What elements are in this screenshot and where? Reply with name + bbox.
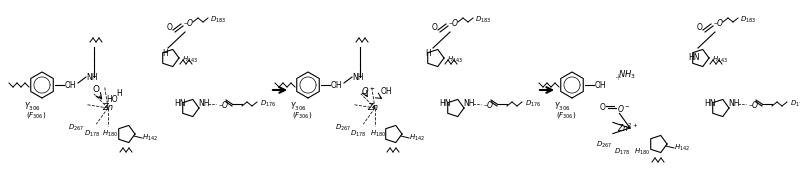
Text: H: H bbox=[162, 49, 168, 58]
Text: OH: OH bbox=[595, 81, 606, 89]
Text: O: O bbox=[697, 23, 703, 32]
Text: $H_{143}$: $H_{143}$ bbox=[182, 55, 198, 65]
Text: $(F_{306})$: $(F_{306})$ bbox=[556, 110, 577, 120]
Text: $Zn^{2+}$: $Zn^{2+}$ bbox=[618, 122, 638, 134]
Text: $D_{183}$: $D_{183}$ bbox=[475, 15, 491, 25]
Text: $Y_{306}$: $Y_{306}$ bbox=[554, 101, 570, 113]
Text: $H_{180}$: $H_{180}$ bbox=[102, 129, 118, 139]
Text: $D_{178}$: $D_{178}$ bbox=[614, 147, 630, 157]
Text: $H_{180}$: $H_{180}$ bbox=[634, 147, 650, 157]
Text: $–O$: $–O$ bbox=[448, 16, 459, 28]
Text: O: O bbox=[600, 103, 606, 113]
Text: NH: NH bbox=[86, 73, 98, 82]
Text: $NH_3$: $NH_3$ bbox=[618, 69, 636, 81]
Text: $D_{183}$: $D_{183}$ bbox=[210, 15, 226, 25]
Text: $H_{180}$: $H_{180}$ bbox=[370, 129, 386, 139]
Text: HN: HN bbox=[704, 100, 715, 109]
Text: $D_{178}$: $D_{178}$ bbox=[350, 129, 366, 139]
Text: HN: HN bbox=[688, 54, 699, 62]
Text: $(F_{306})$: $(F_{306})$ bbox=[26, 110, 46, 120]
Text: O: O bbox=[167, 23, 173, 32]
Text: $O^-$: $O^-$ bbox=[361, 84, 376, 95]
Text: NH: NH bbox=[728, 100, 739, 109]
Text: $D_{176}$: $D_{176}$ bbox=[525, 99, 542, 109]
Text: $Y_{306}$: $Y_{306}$ bbox=[290, 101, 306, 113]
Text: $H_{142}$: $H_{142}$ bbox=[142, 133, 158, 143]
Text: $O^-$: $O^-$ bbox=[617, 102, 630, 114]
Text: O: O bbox=[432, 23, 438, 32]
Text: $D_{176}$: $D_{176}$ bbox=[790, 99, 800, 109]
Text: HN: HN bbox=[174, 100, 186, 109]
Text: $H_{142}$: $H_{142}$ bbox=[674, 143, 690, 153]
Text: $Y_{306}$: $Y_{306}$ bbox=[24, 101, 41, 113]
Text: NH: NH bbox=[463, 100, 474, 109]
Text: $D_{183}$: $D_{183}$ bbox=[740, 15, 756, 25]
Text: $H_{143}$: $H_{143}$ bbox=[712, 55, 728, 65]
Text: NH: NH bbox=[352, 73, 363, 82]
Text: $D_{267}$: $D_{267}$ bbox=[68, 123, 84, 133]
Text: NH: NH bbox=[198, 100, 210, 109]
Text: OH: OH bbox=[331, 81, 342, 89]
Text: $–O$: $–O$ bbox=[218, 98, 230, 109]
Text: $(F_{306})$: $(F_{306})$ bbox=[292, 110, 313, 120]
Text: O: O bbox=[93, 86, 99, 95]
Text: H: H bbox=[425, 49, 430, 58]
Text: Zn: Zn bbox=[102, 103, 114, 113]
Text: $D_{267}$: $D_{267}$ bbox=[335, 123, 351, 133]
Text: $H_{142}$: $H_{142}$ bbox=[409, 133, 425, 143]
Text: Zn: Zn bbox=[367, 103, 378, 113]
Text: $–O$: $–O$ bbox=[483, 98, 494, 109]
Text: $–O$: $–O$ bbox=[183, 16, 194, 28]
Text: HN: HN bbox=[439, 100, 450, 109]
Text: +: + bbox=[614, 73, 621, 82]
Text: HO: HO bbox=[106, 95, 118, 104]
Text: $–O$: $–O$ bbox=[748, 98, 759, 109]
Text: OH: OH bbox=[65, 81, 77, 89]
Text: $D_{267}$: $D_{267}$ bbox=[596, 140, 612, 150]
Text: $D_{176}$: $D_{176}$ bbox=[260, 99, 277, 109]
Text: H: H bbox=[116, 89, 122, 98]
Text: $–O$: $–O$ bbox=[713, 16, 725, 28]
Text: $D_{178}$: $D_{178}$ bbox=[84, 129, 101, 139]
Text: $H_{143}$: $H_{143}$ bbox=[447, 55, 463, 65]
Text: OH: OH bbox=[381, 88, 393, 96]
